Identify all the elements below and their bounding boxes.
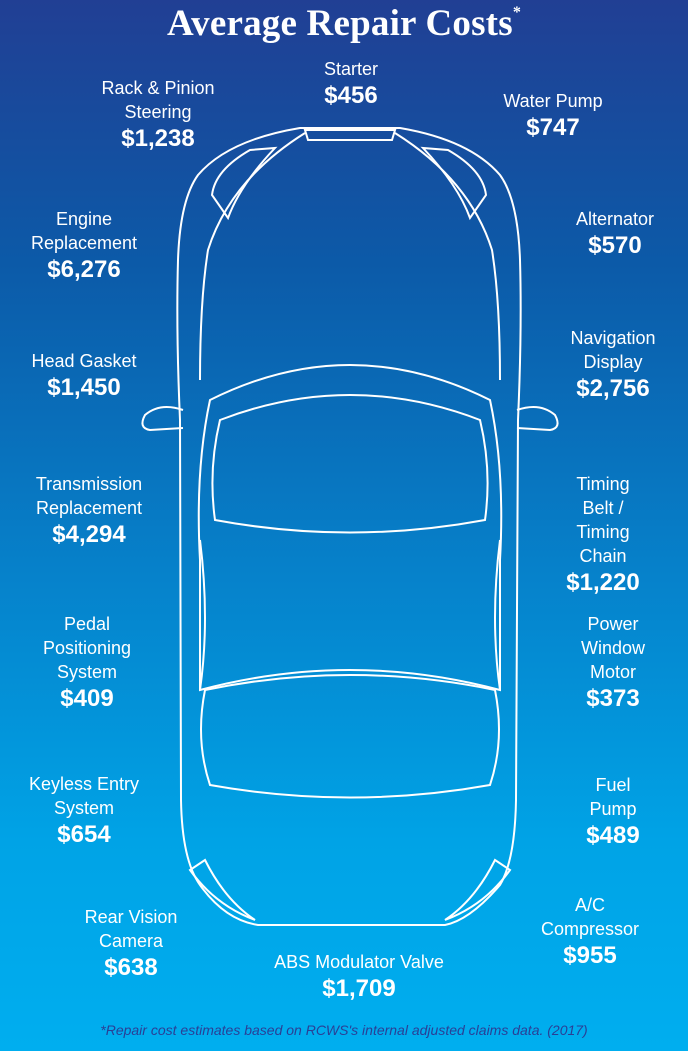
label-water-pump: Water Pump $747: [503, 89, 602, 143]
label-abs-modulator-valve: ABS Modulator Valve $1,709: [274, 950, 444, 1004]
item-cost: $1,709: [322, 975, 396, 1002]
taillight-right: [444, 858, 512, 921]
label-transmission-replacement: Transmission Replacement $4,294: [36, 472, 142, 550]
item-name: Head Gasket: [31, 351, 137, 371]
label-navigation-display: Navigation Display $2,756: [570, 326, 655, 404]
item-name: Navigation Display: [570, 328, 656, 372]
item-cost: $4,294: [52, 521, 126, 548]
hood-line-left: [199, 132, 306, 381]
item-cost: $1,450: [47, 374, 121, 401]
item-name: Keyless Entry System: [28, 774, 140, 818]
item-cost: $409: [60, 685, 114, 712]
roof-line-right: [494, 539, 501, 691]
label-rear-vision-camera: Rear Vision Camera $638: [85, 905, 178, 983]
item-cost: $1,220: [566, 569, 640, 596]
hood-line-right: [394, 132, 501, 381]
label-engine-replacement: Engine Replacement $6,276: [31, 207, 137, 285]
windshield: [211, 394, 489, 534]
item-cost: $489: [586, 822, 640, 849]
item-cost: $638: [104, 954, 158, 981]
item-name: Pedal Positioning System: [42, 614, 132, 682]
label-timing-belt: Timing Belt / Timing Chain $1,220: [561, 472, 646, 598]
label-ac-compressor: A/C Compressor $955: [541, 893, 639, 971]
title: Average Repair Costs*: [0, 2, 688, 45]
item-cost: $747: [526, 114, 580, 141]
label-rack-pinion: Rack & Pinion Steering $1,238: [101, 76, 214, 154]
item-name: Rack & Pinion Steering: [101, 78, 215, 122]
item-cost: $6,276: [47, 256, 121, 283]
front-grille: [303, 129, 397, 141]
label-fuel-pump: Fuel Pump $489: [576, 773, 651, 851]
item-name: Starter: [323, 59, 379, 79]
roof-line-left: [199, 539, 206, 691]
mirror-left: [141, 405, 184, 432]
item-name: ABS Modulator Valve: [274, 952, 444, 972]
item-name: Timing Belt / Timing Chain: [576, 474, 630, 566]
label-pedal-positioning: Pedal Positioning System $409: [43, 612, 131, 714]
item-cost: $373: [586, 685, 640, 712]
item-name: Rear Vision Camera: [84, 907, 178, 951]
item-cost: $456: [324, 82, 378, 109]
item-cost: $1,238: [121, 125, 195, 152]
rear-window: [200, 674, 500, 799]
item-name: Transmission Replacement: [35, 474, 143, 518]
label-head-gasket: Head Gasket $1,450: [31, 349, 136, 403]
cabin-outline: [197, 364, 503, 692]
label-starter: Starter $456: [324, 57, 378, 111]
taillight-left: [188, 858, 256, 921]
item-cost: $955: [563, 942, 617, 969]
item-name: Engine Replacement: [30, 209, 138, 253]
car-body: [176, 127, 522, 926]
label-keyless-entry: Keyless Entry System $654: [29, 772, 139, 850]
label-alternator: Alternator $570: [576, 207, 654, 261]
label-power-window-motor: Power Window Motor $373: [581, 612, 645, 714]
headlight-right: [420, 146, 488, 221]
item-cost: $2,756: [576, 375, 650, 402]
item-name: A/C Compressor: [540, 895, 640, 939]
mirror-right: [516, 405, 559, 432]
title-text: Average Repair Costs: [166, 3, 513, 44]
item-name: Power Window Motor: [580, 614, 646, 682]
item-name: Fuel Pump: [589, 775, 637, 819]
headlight-left: [210, 146, 278, 221]
footnote: *Repair cost estimates based on RCWS's i…: [100, 1022, 588, 1038]
item-cost: $654: [57, 821, 111, 848]
item-cost: $570: [588, 232, 642, 259]
item-name: Alternator: [575, 209, 655, 229]
title-asterisk: *: [512, 4, 522, 21]
item-name: Water Pump: [503, 91, 603, 111]
